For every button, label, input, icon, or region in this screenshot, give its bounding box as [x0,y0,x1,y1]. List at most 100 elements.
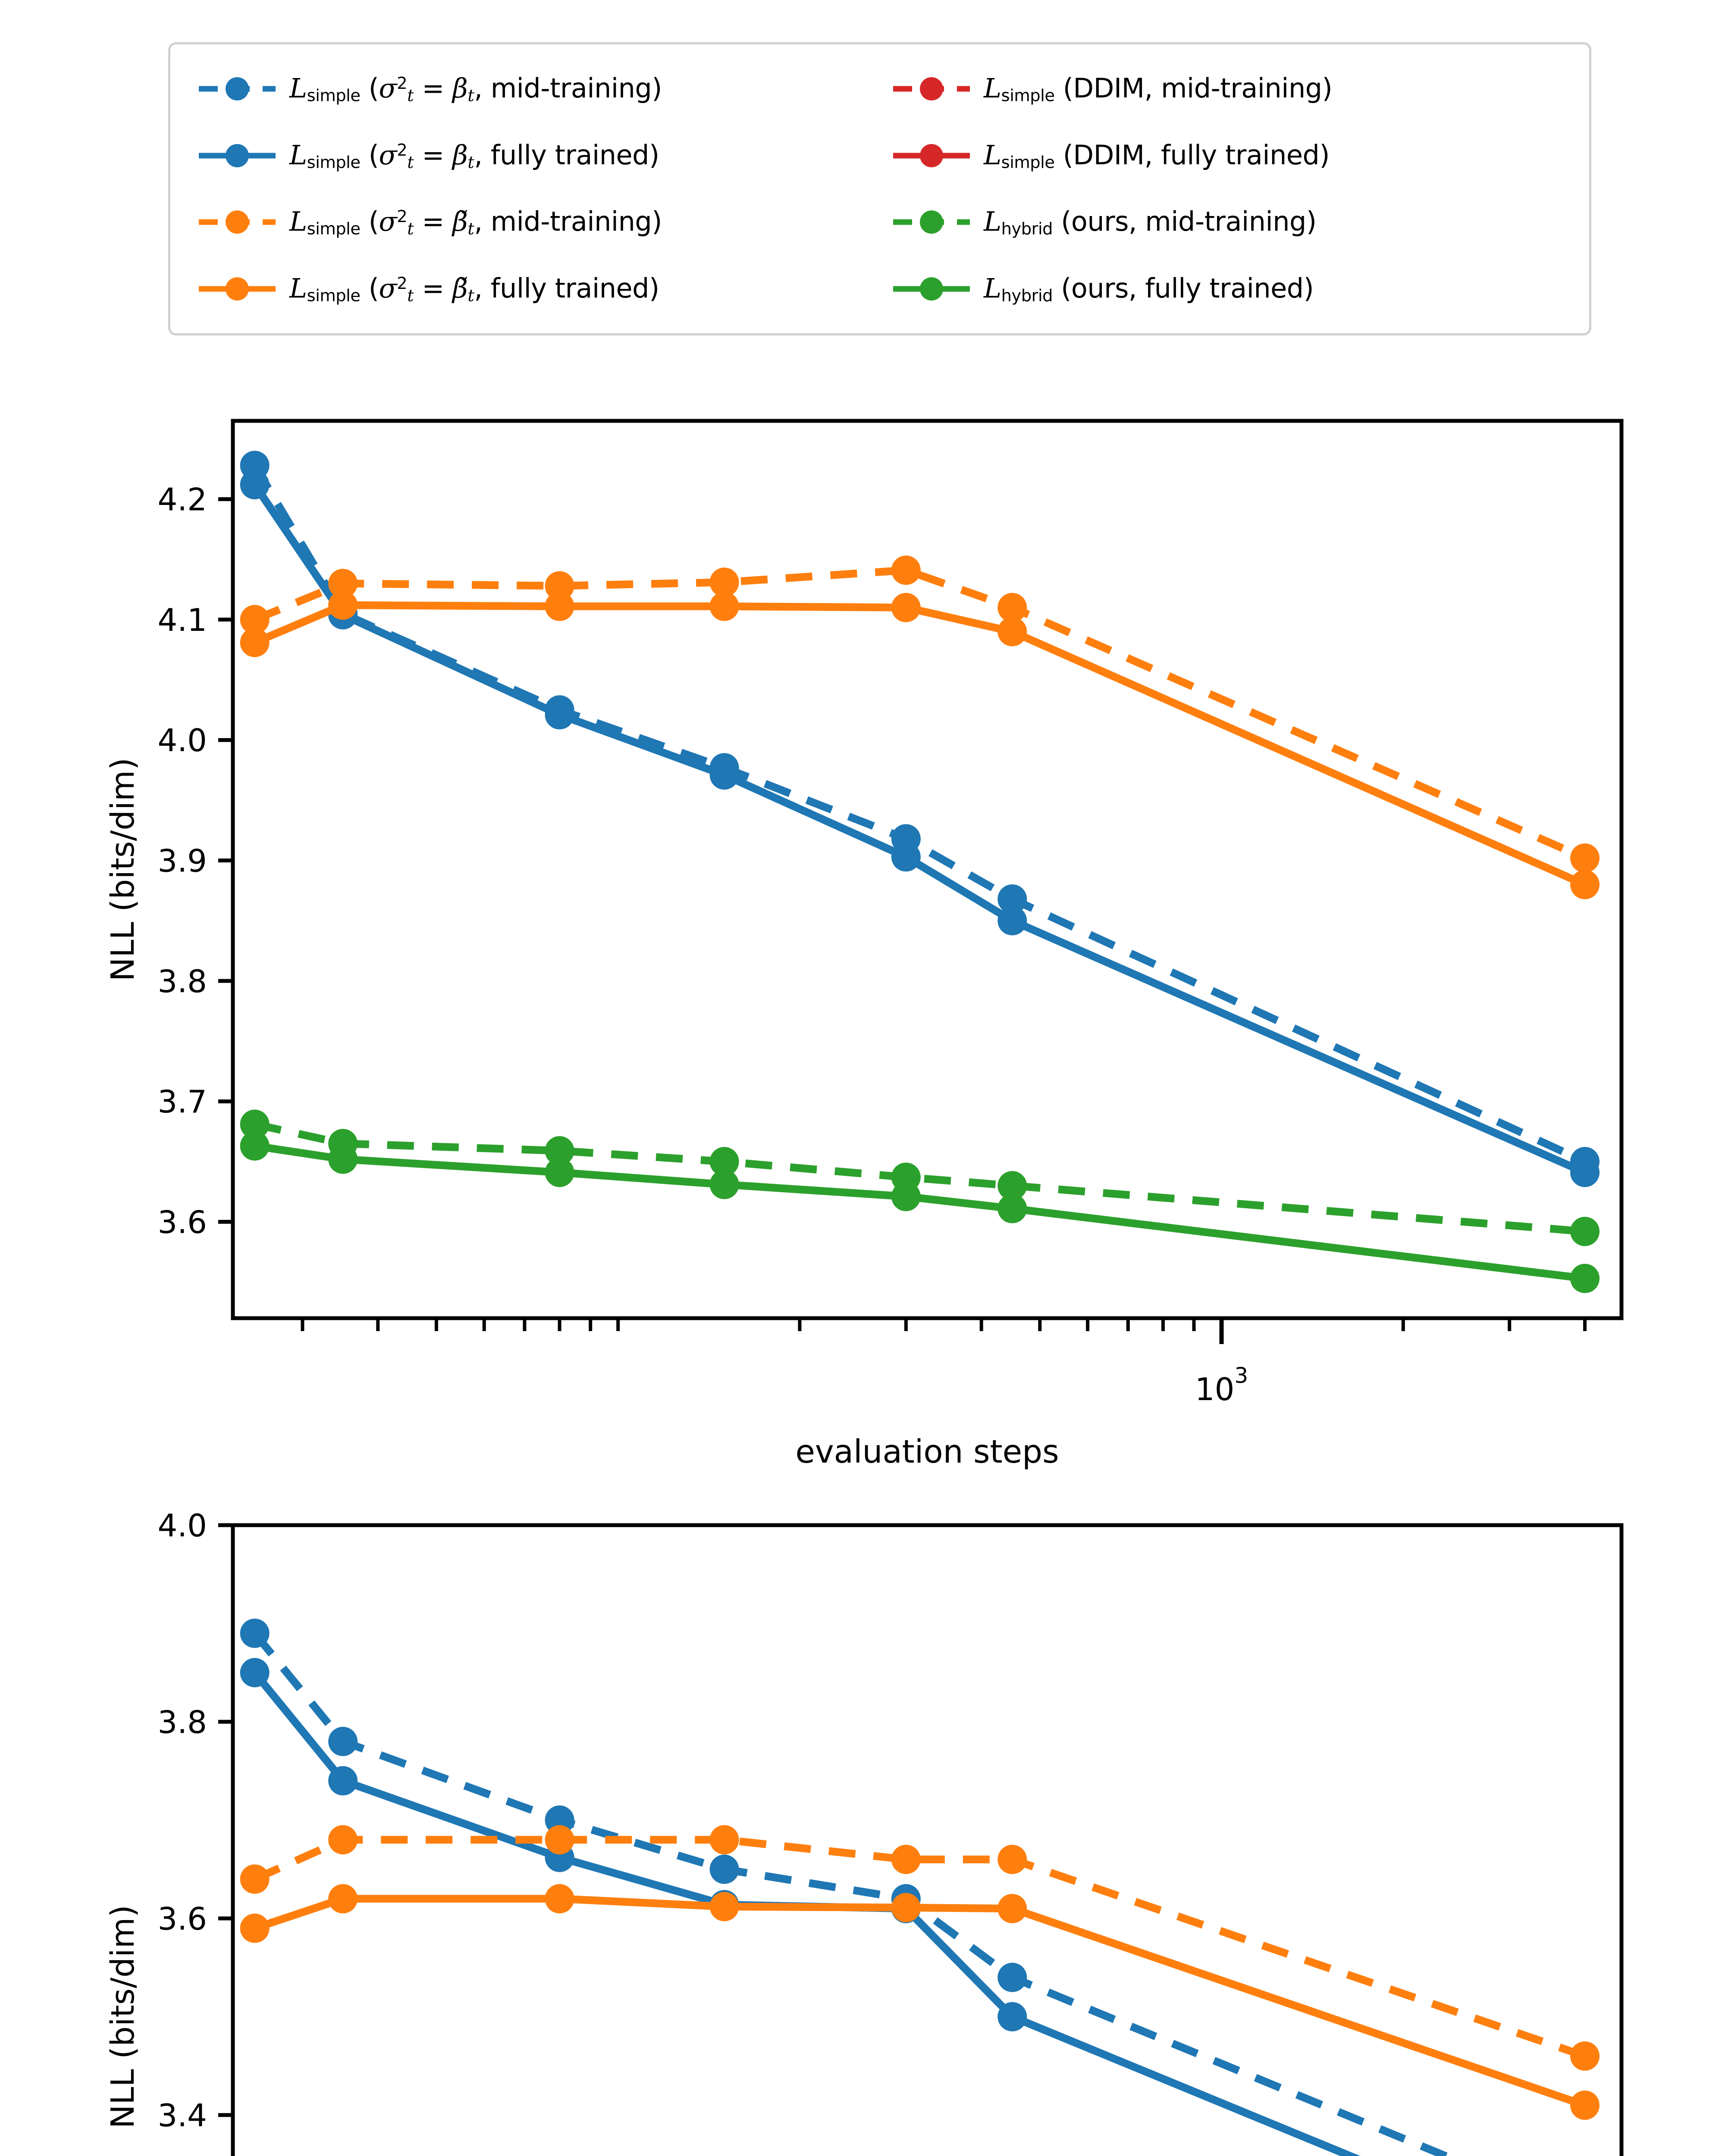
data-point-marker [328,1825,358,1855]
y-tick-label: 3.9 [157,843,207,879]
legend-swatch-icon [196,74,278,104]
data-point-marker [545,700,574,730]
legend-item-label: Lsimple (DDIM, mid-training) [984,72,1333,106]
data-point-marker [709,567,739,597]
data-point-marker [891,842,921,872]
y-tick-label: 3.4 [157,2097,207,2134]
data-point-marker [240,605,270,634]
x-tick-label: 103 [1195,1363,1248,1407]
data-point-marker [997,1962,1027,1992]
data-point-marker [545,571,574,601]
y-tick-label: 3.6 [157,1204,207,1241]
series-line [251,1670,1361,2156]
data-point-marker [997,1845,1027,1874]
y-tick-label: 4.2 [157,482,207,518]
data-point-marker [328,569,358,599]
data-point-marker [997,592,1027,622]
data-point-marker [997,906,1027,936]
data-point-marker [1570,843,1600,873]
data-point-marker [545,592,574,621]
data-point-marker [891,1893,921,1922]
legend-item-red-dashed: Lsimple (DDIM, mid-training) [891,72,1572,105]
y-tick-label: 3.6 [157,1901,207,1937]
legend-item-label: Lhybrid (ours, fully trained) [984,272,1314,305]
y-tick-label: 4.0 [157,1507,207,1544]
data-point-marker [240,1131,270,1161]
legend-item-orange-dashed: Lsimple (σ2t = β̃t, mid-training) [196,206,878,238]
legend-item-label: Lsimple (σ2t = βt, fully trained) [289,139,659,172]
data-point-marker [891,592,921,622]
data-point-marker [1570,870,1600,899]
data-point-marker [545,1136,574,1166]
legend-swatch-icon [196,141,278,171]
data-point-marker [709,1169,739,1199]
data-point-marker [997,1171,1027,1200]
data-point-marker [240,1618,270,1648]
legend-grid: Lsimple (σ2t = βt, mid-training) Lsimple… [170,44,1589,333]
data-point-marker [240,470,270,500]
data-point-marker [709,1825,739,1855]
data-point-marker [709,1892,739,1921]
data-point-marker [240,1658,270,1687]
legend-swatch-icon [891,74,972,104]
data-point-marker [709,1855,739,1884]
data-point-marker [997,617,1027,646]
data-point-marker [709,1147,739,1176]
y-tick-label: 4.0 [157,722,207,758]
data-point-marker [1570,1216,1600,1246]
series-line [253,1836,1586,2060]
legend-item-label: Lsimple (σ2t = β̃t, mid-training) [289,206,662,239]
y-axis-label: NLL (bits/dim) [104,758,141,981]
legend-item-label: Lsimple (DDIM, fully trained) [984,139,1330,172]
y-axis-label: NLL (bits/dim) [104,1905,141,2129]
legend-item-label: Lhybrid (ours, mid-training) [984,206,1317,239]
y-tick-label: 3.7 [157,1084,207,1120]
data-point-marker [240,1864,270,1894]
data-point-marker [545,1825,574,1855]
data-point-marker [891,1181,921,1211]
legend-item-green-dashed: Lhybrid (ours, mid-training) [891,206,1572,238]
legend-swatch-icon [891,141,972,171]
data-point-marker [328,1884,358,1914]
data-point-marker [997,884,1027,914]
legend-item-red-solid: Lsimple (DDIM, fully trained) [891,139,1572,172]
legend-swatch-icon [891,274,972,304]
legend-swatch-icon [196,274,278,304]
chart-top-panel: 4.2 4.1 4.0 3.9 3.8 3.7 3.6 103 evaluation steps… [104,419,1624,1470]
data-point-marker [1570,2041,1600,2071]
data-point-marker [1570,1263,1600,1293]
x-axis-label: evaluation steps [795,1433,1059,1470]
data-point-marker [240,1109,270,1139]
series-line [253,1895,1586,2109]
data-point-marker [1570,1158,1600,1188]
legend-swatch-icon [891,207,972,237]
data-point-marker [997,1894,1027,1924]
chart-bottom-panel: 4.03.83.63.43.23.0103evaluation stepsNLL… [104,1507,1624,2156]
y-tick-label: 4.1 [157,602,207,638]
legend-item-green-solid: Lhybrid (ours, fully trained) [891,273,1572,305]
data-point-marker [328,1727,358,1756]
data-point-marker [1570,2090,1600,2120]
data-point-marker [891,1845,921,1874]
legend-item-label: Lsimple (σ2t = βt, mid-training) [289,72,662,106]
legend: Lsimple (σ2t = βt, mid-training) Lsimple… [168,42,1591,335]
data-point-marker [240,627,270,657]
legend-item-blue-dashed: Lsimple (σ2t = βt, mid-training) [196,72,878,105]
legend-item-orange-solid: Lsimple (σ2t = β̃t, fully trained) [196,273,878,305]
y-tick-label: 3.8 [157,963,207,1000]
data-point-marker [545,1884,574,1914]
legend-item-blue-solid: Lsimple (σ2t = βt, fully trained) [196,139,878,172]
legend-item-label: Lsimple (σ2t = β̃t, fully trained) [289,272,659,305]
y-tick-label: 3.8 [157,1704,207,1740]
data-point-marker [328,590,358,620]
legend-swatch-icon [196,207,278,237]
data-point-marker [328,1144,358,1174]
data-point-marker [240,1913,270,1943]
data-point-marker [328,1766,358,1796]
data-point-marker [997,1194,1027,1223]
data-point-marker [709,760,739,790]
data-point-marker [997,2002,1027,2031]
data-point-marker [709,592,739,621]
data-point-marker [891,555,921,585]
